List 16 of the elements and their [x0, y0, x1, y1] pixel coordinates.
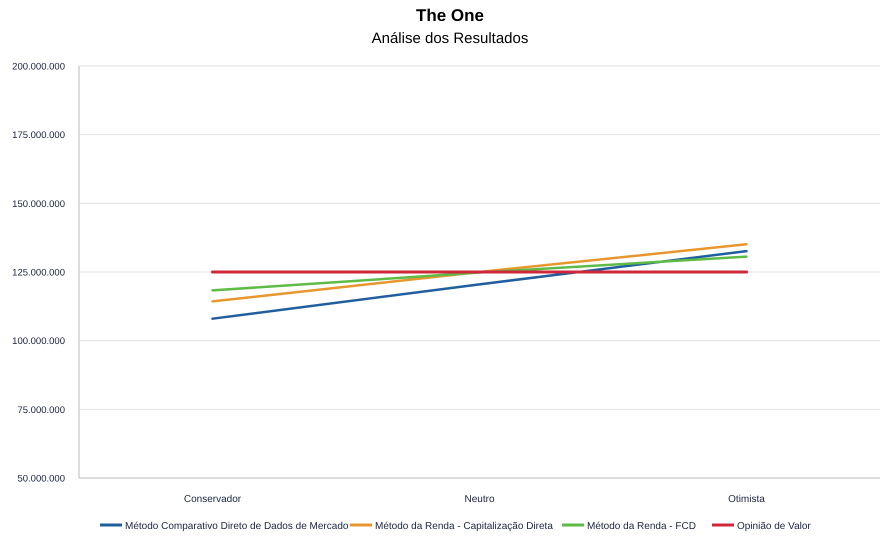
y-tick-label: 200.000.000: [12, 62, 65, 72]
y-tick-label: 100.000.000: [12, 336, 65, 348]
legend-label: Método da Renda - Capitalização Direta: [375, 521, 554, 532]
y-tick-label: 125.000.000: [12, 268, 65, 278]
legend-label: Método da Renda - FCD: [587, 521, 696, 532]
x-tick-label: Conservador: [184, 494, 242, 505]
x-tick-label: Otimista: [728, 494, 766, 505]
y-tick-label: 175.000.000: [12, 130, 65, 142]
y-tick-label: 50.000.000: [17, 474, 65, 484]
x-tick-label: Neutro: [464, 494, 495, 505]
chart-title: The One: [416, 6, 484, 25]
legend-label: Método Comparativo Direto de Dados de Mercado: [125, 521, 349, 532]
legend-label: Opinião de Valor: [737, 521, 812, 532]
y-tick-label: 75.000.000: [17, 404, 65, 416]
chart-subtitle: Análise dos Resultados: [372, 30, 528, 47]
y-tick-label: 150.000.000: [12, 198, 65, 210]
